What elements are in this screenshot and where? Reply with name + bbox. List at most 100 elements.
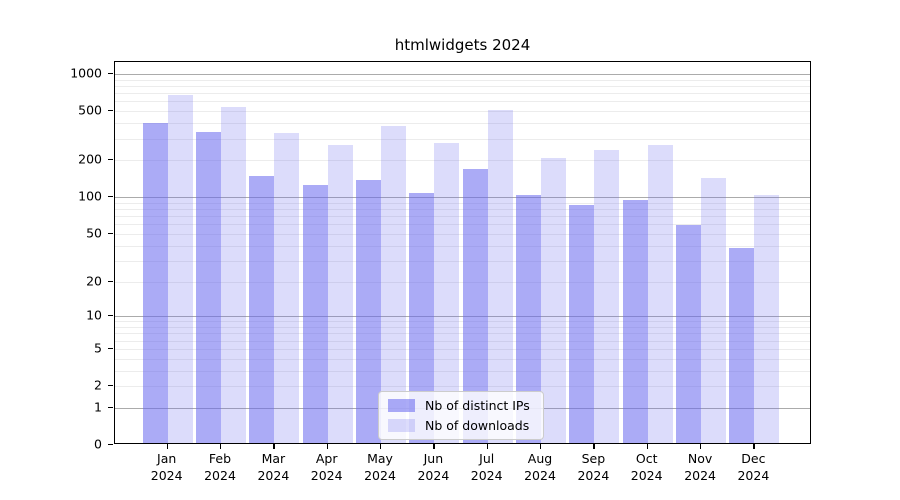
bar-distinct-ips: [196, 132, 221, 443]
x-tick-label: Oct 2024: [630, 451, 663, 483]
x-tick-mark: [753, 444, 755, 449]
y-tick-label: 100: [78, 188, 102, 204]
x-tick-label: Apr 2024: [310, 451, 343, 483]
bar-distinct-ips: [142, 122, 168, 443]
y-tick-mark: [107, 315, 113, 317]
x-tick-mark: [486, 444, 488, 449]
y-tick-mark: [107, 444, 113, 446]
x-tick-mark: [593, 444, 595, 449]
legend-label-distinct-ips: Nb of distinct IPs: [425, 398, 530, 413]
y-tick-mark: [107, 280, 113, 282]
gridline-major: [115, 197, 810, 199]
y-tick-label: 10: [86, 307, 102, 323]
gridline-major: [115, 74, 810, 75]
x-tick-mark: [540, 444, 542, 449]
gridline-minor: [115, 245, 810, 247]
x-tick-label: Jun 2024: [417, 451, 450, 483]
legend-swatch-downloads: [388, 419, 415, 432]
bar-distinct-ips: [729, 247, 755, 443]
x-tick-mark: [273, 444, 275, 449]
bar-downloads: [754, 195, 780, 443]
gridline-minor: [115, 224, 810, 226]
gridline-minor: [115, 202, 810, 204]
gridline-minor: [115, 327, 810, 328]
bar-downloads: [381, 126, 406, 443]
bar-distinct-ips: [622, 199, 648, 443]
bar-downloads: [701, 178, 727, 443]
bar-distinct-ips: [302, 185, 328, 443]
bar-downloads: [274, 133, 300, 443]
y-tick-mark: [107, 385, 113, 387]
x-tick-label: Dec 2024: [737, 451, 770, 483]
y-tick-label: 5: [94, 340, 102, 356]
gridline-minor: [115, 281, 810, 283]
x-tick-mark: [380, 444, 382, 449]
gridline-minor: [115, 321, 810, 323]
bar-downloads: [594, 150, 620, 443]
x-tick-label: Jul 2024: [470, 451, 503, 483]
legend-swatch-distinct-ips: [388, 399, 415, 412]
gridline-minor: [115, 370, 810, 372]
y-tick-mark: [107, 347, 113, 350]
y-tick-label: 500: [78, 102, 102, 118]
y-tick-label: 20: [86, 273, 102, 288]
gridline-minor: [115, 101, 810, 103]
legend: Nb of distinct IPs Nb of downloads: [378, 391, 544, 440]
gridline-minor: [115, 209, 810, 210]
gridline-minor: [115, 260, 810, 262]
x-tick-mark: [326, 444, 328, 449]
x-tick-label: May 2024: [364, 451, 396, 483]
x-tick-mark: [700, 444, 702, 449]
legend-item-distinct-ips: Nb of distinct IPs: [388, 398, 534, 413]
bar-distinct-ips: [569, 205, 595, 443]
gridline-minor: [115, 386, 810, 387]
legend-item-downloads: Nb of downloads: [388, 418, 534, 433]
x-tick-mark: [220, 444, 222, 449]
x-tick-label: Nov 2024: [684, 451, 716, 483]
y-tick-mark: [107, 159, 113, 161]
x-tick-label: Feb 2024: [204, 451, 236, 483]
gridline-minor: [115, 348, 810, 350]
bar-distinct-ips: [356, 180, 381, 443]
bar-downloads: [327, 145, 353, 443]
gridline-minor: [115, 79, 810, 81]
bar-downloads: [541, 158, 566, 443]
gridline-major: [115, 316, 810, 318]
gridline-minor: [115, 123, 810, 125]
chart-title: htmlwidgets 2024: [394, 36, 531, 54]
y-tick-label: 2: [94, 377, 102, 393]
bar-downloads: [221, 107, 246, 443]
bar-distinct-ips: [249, 176, 275, 443]
x-tick-label: Mar 2024: [257, 451, 290, 483]
y-tick-mark: [107, 232, 113, 235]
y-tick-label: 1000: [70, 65, 102, 81]
y-tick-label: 50: [86, 225, 102, 241]
legend-label-downloads: Nb of downloads: [425, 418, 530, 433]
y-tick-mark: [107, 196, 113, 198]
plot-area: Nb of distinct IPs Nb of downloads: [114, 61, 811, 444]
y-tick-label: 1: [94, 399, 102, 415]
gridline-minor: [115, 86, 810, 87]
gridline-minor: [115, 93, 810, 95]
x-tick-mark: [166, 444, 168, 449]
gridline-minor: [115, 333, 810, 335]
gridline-minor: [115, 358, 810, 360]
y-tick-mark: [107, 73, 113, 75]
x-tick-mark: [646, 444, 648, 449]
gridline-minor: [115, 138, 810, 140]
gridline-minor: [115, 233, 810, 235]
gridline-minor: [115, 111, 810, 113]
bar-downloads: [167, 95, 193, 443]
x-tick-label: Sep 2024: [577, 451, 610, 483]
y-tick-label: 200: [78, 151, 102, 167]
gridline-minor: [115, 216, 810, 218]
x-tick-label: Jan 2024: [150, 451, 183, 483]
bar-distinct-ips: [676, 225, 702, 443]
x-tick-label: Aug 2024: [524, 451, 556, 483]
y-tick-label: 0: [94, 436, 102, 452]
gridline-minor: [115, 340, 810, 342]
y-tick-mark: [107, 406, 113, 409]
gridline-minor: [115, 160, 810, 162]
y-tick-mark: [107, 110, 113, 112]
